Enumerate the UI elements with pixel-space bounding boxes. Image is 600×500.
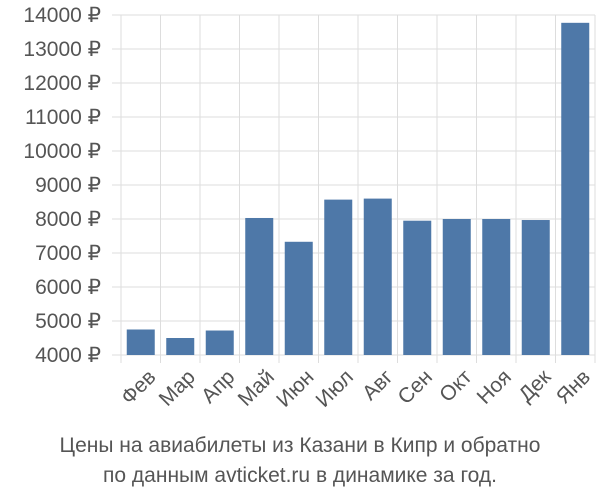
grid-lines (112, 14, 596, 363)
bar-1 (126, 329, 155, 355)
x-tick-label: Сен (394, 365, 437, 408)
x-tick-label: Фев (117, 365, 161, 409)
x-tick-label: Авг (358, 365, 398, 405)
bar-3 (205, 330, 234, 355)
bar-2 (166, 338, 195, 355)
x-tick-label: Апр (197, 365, 239, 407)
bar-7 (363, 198, 392, 355)
chart-caption-line-2: по данным avticket.ru в динамике за год. (103, 464, 497, 487)
bar-4 (245, 217, 274, 355)
x-tick-label: Янв (552, 365, 595, 408)
bar-12 (561, 22, 590, 355)
bar-5 (284, 241, 313, 355)
bar-9 (442, 219, 471, 355)
x-tick-label: Май (234, 365, 279, 410)
x-tick-label: Дек (514, 365, 556, 407)
bar-6 (324, 199, 353, 355)
x-tick-label: Мар (155, 365, 200, 410)
y-tick-label: 11000 ₽ (25, 106, 101, 129)
y-tick-label: 10000 ₽ (23, 140, 101, 163)
x-tick-label: Июн (272, 365, 318, 411)
y-tick-label: 4000 ₽ (35, 344, 101, 367)
y-tick-label: 14000 ₽ (23, 4, 101, 27)
y-tick-label: 9000 ₽ (35, 174, 101, 197)
bar-8 (403, 220, 432, 355)
y-tick-label: 6000 ₽ (35, 276, 101, 299)
bars (126, 22, 590, 355)
y-tick-label: 8000 ₽ (35, 208, 101, 231)
bar-10 (482, 219, 511, 355)
y-tick-label: 7000 ₽ (35, 242, 101, 265)
chart-caption-line-1: Цены на авиабилеты из Казани в Кипр и об… (59, 434, 541, 457)
y-axis-ticks: 4000 ₽ 5000 ₽ 6000 ₽ 7000 ₽ 8000 ₽ 9000 ₽ 1000… (23, 4, 101, 367)
y-tick-label: 12000 ₽ (23, 72, 101, 95)
x-tick-label: Окт (435, 365, 477, 407)
y-tick-label: 13000 ₽ (23, 38, 101, 61)
bar-11 (521, 220, 550, 355)
x-tick-label: Июл (312, 365, 358, 411)
x-tick-label: Ноя (473, 365, 516, 408)
y-tick-label: 5000 ₽ (35, 310, 101, 333)
